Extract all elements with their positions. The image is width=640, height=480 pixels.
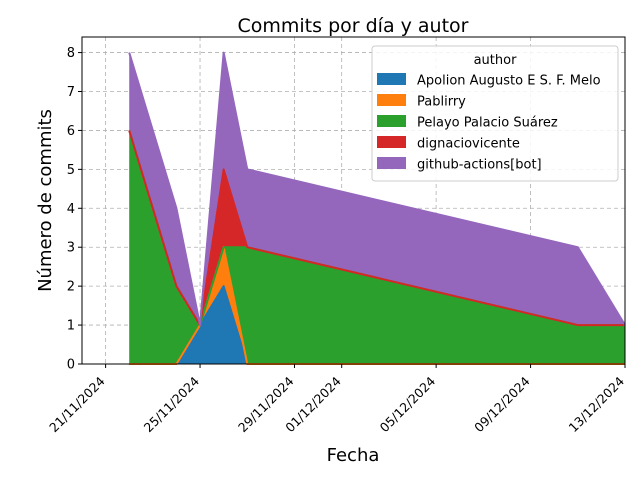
area-series-0 — [129, 286, 625, 364]
y-tick-label: 1 — [67, 319, 75, 334]
legend-label: Pelayo Palacio Suárez — [417, 116, 558, 131]
chart-title: Commits por día y autor — [238, 15, 469, 37]
x-tick-label: 25/11/2024 — [141, 373, 203, 435]
x-tick-label: 13/12/2024 — [566, 373, 628, 435]
y-tick-label: 7 — [67, 85, 75, 100]
y-tick-label: 3 — [67, 241, 75, 256]
plot-frame — [81, 36, 626, 365]
legend-swatch — [377, 94, 406, 106]
area-edge-series-3 — [128, 130, 625, 327]
x-tick-label: 05/12/2024 — [377, 373, 439, 435]
x-tick-label: 09/12/2024 — [471, 373, 533, 435]
y-tick-label: 2 — [67, 280, 75, 295]
y-tick-label: 5 — [67, 163, 75, 178]
y-tick-label: 0 — [67, 358, 75, 373]
legend-frame — [371, 45, 619, 182]
legend-swatch — [377, 115, 406, 127]
area-series-4 — [129, 52, 625, 326]
legend: author Apolion Augusto E S. F. Melo Pabli… — [371, 45, 619, 182]
y-axis-label: Número de commits — [35, 109, 56, 292]
y-tick-label: 4 — [67, 202, 75, 217]
x-axis-label: Fecha — [327, 445, 380, 466]
x-tick-label: 21/11/2024 — [46, 373, 108, 435]
area-edge-series-4 — [128, 51, 626, 327]
legend-swatch — [377, 136, 406, 148]
legend-swatch — [377, 73, 406, 85]
legend-label: Pablirry — [417, 95, 466, 110]
y-tick-label: 8 — [67, 46, 75, 61]
legend-title: author — [474, 53, 517, 68]
area-series-3 — [129, 130, 625, 326]
legend-label: Apolion Augusto E S. F. Melo — [417, 74, 601, 89]
legend-swatch — [377, 157, 406, 169]
legend-label: dignaciovicente — [417, 137, 520, 152]
plot-areas — [129, 52, 625, 364]
legend-label: github-actions[bot] — [417, 158, 542, 173]
area-series-2 — [129, 130, 625, 364]
y-tick-label: 6 — [67, 124, 75, 139]
